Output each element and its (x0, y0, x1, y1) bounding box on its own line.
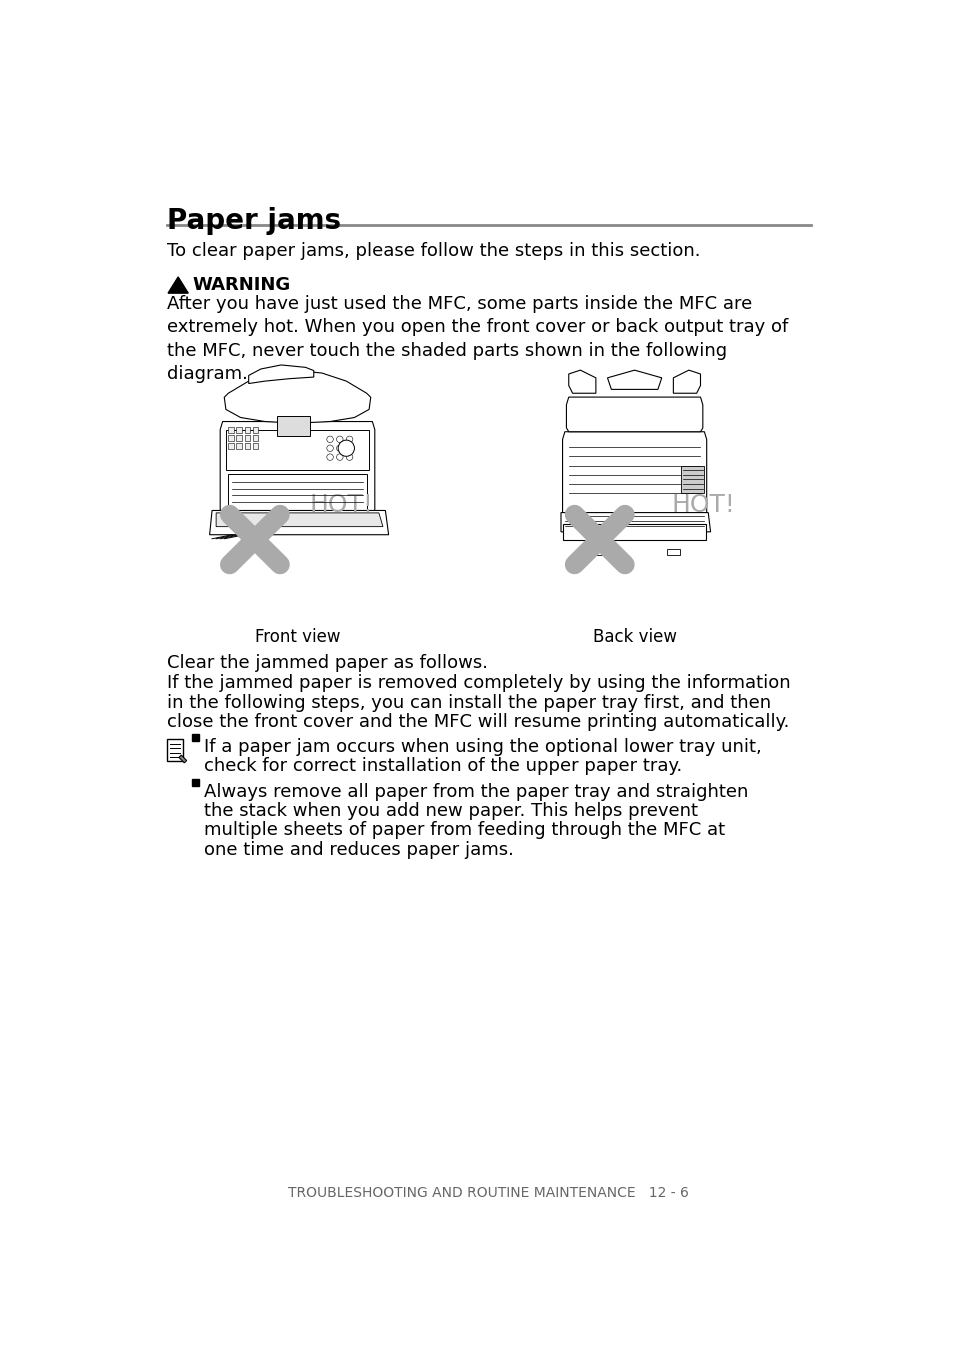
Text: Paper jams: Paper jams (167, 207, 341, 235)
Polygon shape (607, 370, 661, 389)
Bar (244, 427, 250, 433)
Bar (589, 549, 601, 554)
Polygon shape (226, 430, 369, 470)
Bar (236, 443, 242, 449)
Polygon shape (673, 370, 700, 393)
Text: If a paper jam occurs when using the optional lower tray unit,: If a paper jam occurs when using the opt… (204, 738, 761, 756)
Circle shape (327, 437, 333, 442)
Text: check for correct installation of the upper paper tray.: check for correct installation of the up… (204, 757, 682, 776)
Text: Clear the jammed paper as follows.: Clear the jammed paper as follows. (167, 653, 488, 672)
Polygon shape (216, 512, 382, 527)
Text: After you have just used the MFC, some parts inside the MFC are
extremely hot. W: After you have just used the MFC, some p… (167, 295, 788, 384)
Circle shape (346, 437, 353, 442)
Bar (236, 427, 242, 433)
Circle shape (346, 454, 353, 460)
Polygon shape (568, 370, 596, 393)
Polygon shape (179, 756, 187, 763)
Circle shape (327, 445, 333, 452)
Circle shape (336, 454, 343, 460)
Bar (236, 435, 242, 441)
Bar (666, 549, 679, 554)
Text: TROUBLESHOOTING AND ROUTINE MAINTENANCE   12 - 6: TROUBLESHOOTING AND ROUTINE MAINTENANCE … (288, 1186, 689, 1201)
Text: close the front cover and the MFC will resume printing automatically.: close the front cover and the MFC will r… (167, 713, 789, 731)
Text: in the following steps, you can install the paper tray first, and then: in the following steps, you can install … (167, 694, 771, 711)
Bar (192, 779, 199, 786)
Circle shape (336, 437, 343, 442)
Polygon shape (224, 370, 371, 423)
Polygon shape (562, 431, 706, 516)
Circle shape (336, 445, 343, 452)
Polygon shape (249, 365, 314, 384)
Text: multiple sheets of paper from feeding through the MFC at: multiple sheets of paper from feeding th… (204, 822, 725, 840)
Polygon shape (560, 512, 710, 531)
Bar (228, 435, 233, 441)
Polygon shape (680, 466, 703, 493)
Text: If the jammed paper is removed completely by using the information: If the jammed paper is removed completel… (167, 675, 790, 692)
Polygon shape (228, 475, 366, 512)
Text: To clear paper jams, please follow the steps in this section.: To clear paper jams, please follow the s… (167, 242, 700, 260)
Text: !: ! (175, 277, 181, 291)
Text: HOT!: HOT! (309, 493, 373, 518)
Bar (228, 443, 233, 449)
Text: Back view: Back view (592, 629, 676, 646)
Bar (253, 443, 258, 449)
Polygon shape (168, 277, 188, 293)
Bar (253, 435, 258, 441)
Text: the stack when you add new paper. This helps prevent: the stack when you add new paper. This h… (204, 802, 698, 821)
Text: one time and reduces paper jams.: one time and reduces paper jams. (204, 841, 514, 859)
Bar (192, 734, 199, 741)
Circle shape (346, 445, 353, 452)
Bar (244, 435, 250, 441)
Bar (167, 740, 183, 761)
Bar (244, 443, 250, 449)
Text: HOT!: HOT! (671, 493, 735, 518)
Text: Always remove all paper from the paper tray and straighten: Always remove all paper from the paper t… (204, 783, 748, 800)
Polygon shape (566, 397, 702, 431)
Polygon shape (220, 422, 375, 515)
Text: WARNING: WARNING (193, 276, 291, 295)
Circle shape (337, 441, 355, 457)
Text: Front view: Front view (254, 629, 340, 646)
Bar (253, 427, 258, 433)
Bar (562, 525, 705, 539)
Polygon shape (210, 511, 388, 535)
Bar (228, 427, 233, 433)
Circle shape (327, 454, 333, 460)
Bar (277, 416, 310, 437)
